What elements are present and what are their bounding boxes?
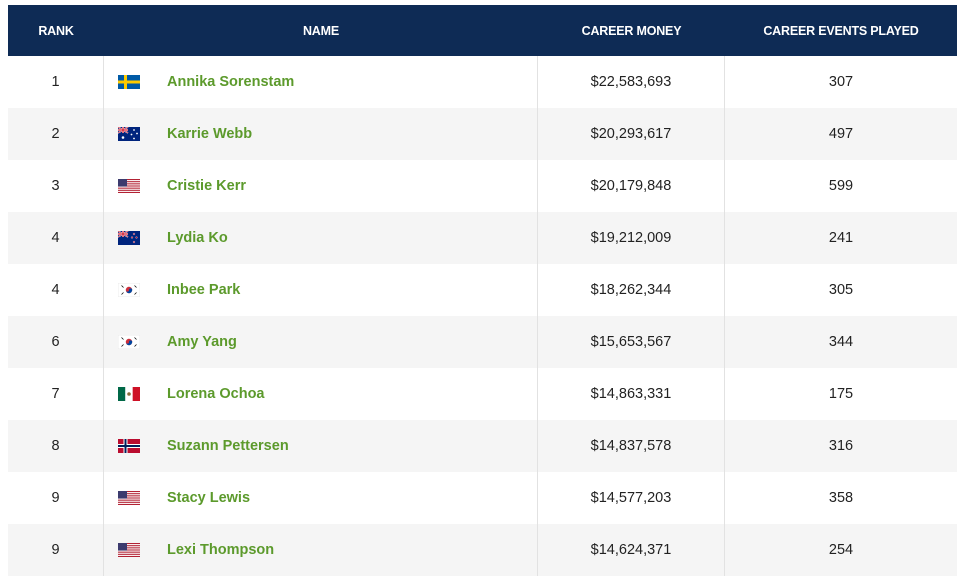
rank-cell: 9 (8, 524, 104, 576)
rank-cell: 7 (8, 368, 104, 420)
mexico-flag-icon (118, 387, 140, 401)
career-events-cell: 254 (828, 542, 854, 558)
usa-flag-icon (118, 179, 140, 193)
usa-flag-icon (118, 543, 140, 557)
table-row: 8 Suzann Pettersen $14,837,578 316 (8, 420, 957, 472)
header-name[interactable]: NAME (302, 23, 339, 38)
career-events-cell: 305 (828, 282, 854, 298)
rank-cell: 6 (8, 316, 104, 368)
table-row: 9 Stacy Lewis $14,577,203 358 (8, 472, 957, 524)
table-row: 4 Lydia Ko $19,212,009 241 (8, 212, 957, 264)
career-events-cell: 175 (828, 386, 854, 402)
career-events-cell: 316 (828, 438, 854, 454)
career-events-cell: 358 (828, 490, 854, 506)
rank-cell: 9 (8, 472, 104, 524)
rank-cell: 1 (8, 56, 104, 108)
name-cell: Suzann Pettersen (104, 420, 538, 472)
sweden-flag-icon (118, 75, 140, 89)
table-body: 1 Annika Sorenstam $22,583,693 307 2 Karrie W… (8, 56, 957, 576)
rank-cell: 2 (8, 108, 104, 160)
rank-cell: 4 (8, 264, 104, 316)
name-cell: Lydia Ko (104, 212, 538, 264)
norway-flag-icon (118, 439, 140, 453)
player-name-link[interactable]: Suzann Pettersen (167, 438, 289, 454)
player-name-link[interactable]: Lorena Ochoa (167, 386, 265, 402)
name-cell: Amy Yang (104, 316, 538, 368)
career-money-cell: $20,179,848 (538, 160, 725, 212)
career-money-cell: $14,837,578 (538, 420, 725, 472)
table-row: 2 Karrie Webb $20,293,617 497 (8, 108, 957, 160)
table-header: RANK NAME CAREER MONEY CAREER EVENTS PLA… (8, 5, 957, 56)
career-events-cell: 497 (828, 126, 854, 142)
header-rank[interactable]: RANK (38, 23, 74, 38)
table-row: 7 Lorena Ochoa $14,863,331 175 (8, 368, 957, 420)
name-cell: Cristie Kerr (104, 160, 538, 212)
player-name-link[interactable]: Amy Yang (167, 334, 237, 350)
rank-cell: 8 (8, 420, 104, 472)
south-korea-flag-icon (118, 283, 140, 297)
name-cell: Karrie Webb (104, 108, 538, 160)
table-row: 9 Lexi Thompson $14,624,371 254 (8, 524, 957, 576)
header-career-events[interactable]: CAREER EVENTS PLAYED (763, 23, 919, 38)
name-cell: Lexi Thompson (104, 524, 538, 576)
career-money-cell: $18,262,344 (538, 264, 725, 316)
career-money-cell: $20,293,617 (538, 108, 725, 160)
name-cell: Lorena Ochoa (104, 368, 538, 420)
table-row: 6 Amy Yang $15,653,567 344 (8, 316, 957, 368)
career-money-cell: $22,583,693 (538, 56, 725, 108)
career-money-cell: $14,624,371 (538, 524, 725, 576)
career-money-cell: $14,577,203 (538, 472, 725, 524)
career-money-cell: $14,863,331 (538, 368, 725, 420)
rank-cell: 4 (8, 212, 104, 264)
rank-cell: 3 (8, 160, 104, 212)
career-events-cell: 344 (828, 334, 854, 350)
name-cell: Stacy Lewis (104, 472, 538, 524)
player-name-link[interactable]: Annika Sorenstam (167, 74, 295, 90)
player-name-link[interactable]: Stacy Lewis (167, 490, 251, 506)
new-zealand-flag-icon (118, 231, 140, 245)
south-korea-flag-icon (118, 335, 140, 349)
table-row: 3 Cristie Kerr $20,179,848 599 (8, 160, 957, 212)
career-events-cell: 241 (828, 230, 854, 246)
table-row: 4 Inbee Park $18,262,344 305 (8, 264, 957, 316)
usa-flag-icon (118, 491, 140, 505)
name-cell: Inbee Park (104, 264, 538, 316)
player-name-link[interactable]: Lexi Thompson (167, 542, 275, 558)
career-money-cell: $15,653,567 (538, 316, 725, 368)
player-name-link[interactable]: Inbee Park (167, 282, 241, 298)
career-events-cell: 599 (828, 178, 854, 194)
player-name-link[interactable]: Karrie Webb (167, 126, 253, 142)
career-money-cell: $19,212,009 (538, 212, 725, 264)
player-name-link[interactable]: Lydia Ko (167, 230, 228, 246)
header-career-money[interactable]: CAREER MONEY (581, 23, 682, 38)
career-money-table: RANK NAME CAREER MONEY CAREER EVENTS PLA… (8, 5, 957, 576)
name-cell: Annika Sorenstam (104, 56, 538, 108)
australia-flag-icon (118, 127, 140, 141)
player-name-link[interactable]: Cristie Kerr (167, 178, 246, 194)
table-row: 1 Annika Sorenstam $22,583,693 307 (8, 56, 957, 108)
career-events-cell: 307 (828, 74, 854, 90)
